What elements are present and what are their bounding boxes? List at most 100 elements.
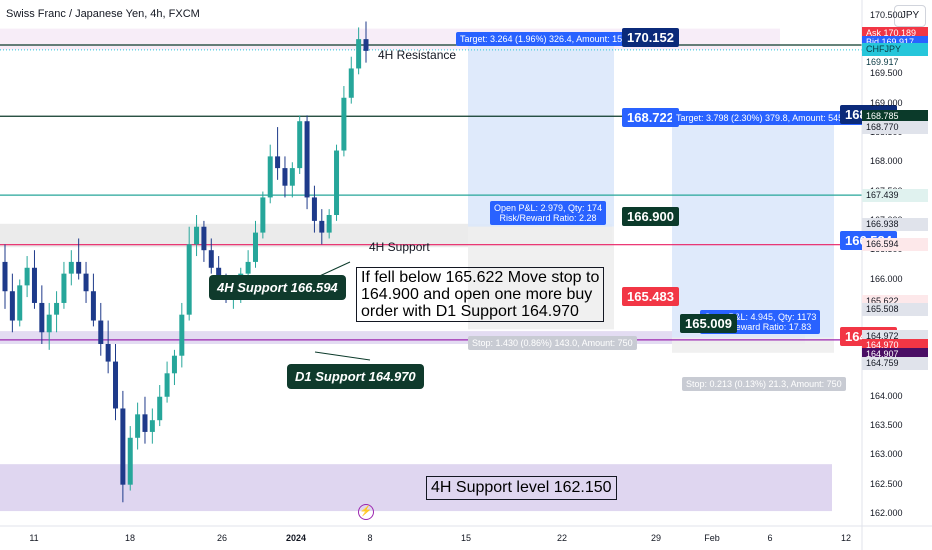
candle <box>142 396 148 444</box>
candlestick-series <box>2 21 369 503</box>
candle <box>334 144 340 221</box>
trade2-left-entry-flag[interactable]: 168.722 <box>622 108 679 127</box>
candle <box>179 302 185 368</box>
candle-body <box>17 285 23 321</box>
candle-body <box>2 261 8 292</box>
time-tick: 29 <box>650 533 662 543</box>
candle <box>105 320 111 374</box>
time-tick: Feb <box>704 533 720 543</box>
price-tag: 167.439 <box>862 188 928 202</box>
price-tick: 168.000 <box>870 156 903 167</box>
candle-body <box>179 314 185 356</box>
candle <box>31 250 37 309</box>
candle <box>9 273 15 333</box>
candle <box>164 361 170 403</box>
time-tick: 8 <box>367 533 373 543</box>
zone-3 <box>0 464 832 512</box>
candle-body <box>194 226 200 245</box>
price-tag: 168.770 <box>862 120 928 134</box>
price-tag: 166.938 <box>862 218 928 231</box>
candle-body <box>252 232 258 262</box>
candle-body <box>149 420 155 432</box>
time-tick: 2024 <box>285 533 307 543</box>
price-tick: 162.000 <box>870 508 903 518</box>
candle-body <box>186 244 192 315</box>
candle-body <box>363 39 369 51</box>
price-tick: 164.000 <box>870 390 903 401</box>
support-level-box: 4H Support level 162.150 <box>426 476 617 500</box>
trade2-target-zone <box>672 117 834 338</box>
callout-d1-support: D1 Support 164.970 <box>287 364 424 389</box>
trade2-pnl-line1: Open P&L: 4.945, Qty: 1173 <box>704 312 817 322</box>
currency-button[interactable]: JPY <box>894 5 926 27</box>
trade1-target-tip: Target: 3.264 (1.96%) 326.4, Amount: 157… <box>456 32 644 46</box>
candle <box>304 115 310 210</box>
time-tick: 22 <box>556 533 568 543</box>
time-tick: 15 <box>460 533 472 543</box>
candle <box>326 209 332 239</box>
candle <box>289 162 295 198</box>
candle <box>186 226 192 321</box>
candle-body <box>31 267 37 303</box>
price-tick: 169.500 <box>870 68 903 79</box>
candle-body <box>105 343 111 362</box>
callout-4h-support: 4H Support 166.594 <box>209 275 346 300</box>
candle <box>127 426 133 491</box>
candle-body <box>348 68 354 98</box>
candle <box>46 302 52 350</box>
time-tick: 6 <box>767 533 773 543</box>
candle <box>194 215 200 257</box>
trade1-pnl-line2: Risk/Reward Ratio: 2.28 <box>499 213 597 223</box>
candle <box>83 261 89 303</box>
candle <box>54 291 60 333</box>
candle-body <box>311 197 317 221</box>
trade2-entry2-flag[interactable]: 165.009 <box>680 314 737 333</box>
candle-body <box>90 291 96 321</box>
trade1-pnl-tip: Open P&L: 2.979, Qty: 174 Risk/Reward Ra… <box>490 201 607 225</box>
time-tick: 26 <box>216 533 228 543</box>
candle <box>311 185 317 233</box>
callout-d1-pointer <box>314 351 371 361</box>
candle <box>90 273 96 327</box>
trade1-entry-flag[interactable]: 166.900 <box>622 207 679 226</box>
note-line-2: 164.900 and open one more buy <box>361 286 593 303</box>
time-tick: 18 <box>124 533 136 543</box>
candle-body <box>216 267 222 280</box>
candle-body <box>68 261 74 274</box>
candle-body <box>54 302 60 315</box>
price-tag: CHFJPY 169.917 <box>862 43 928 67</box>
chart-title: Swiss Franc / Japanese Yen, 4h, FXCM <box>6 8 200 20</box>
candle <box>157 385 163 427</box>
candle <box>297 115 303 174</box>
candle-body <box>142 414 148 432</box>
candle <box>17 279 23 327</box>
candle-body <box>127 437 133 485</box>
lightning-icon[interactable]: ⚡ <box>358 504 374 520</box>
candle <box>319 209 325 245</box>
candle-body <box>24 267 30 286</box>
candle-body <box>208 250 214 268</box>
trade2-stop-zone <box>672 337 834 353</box>
candle <box>68 250 74 286</box>
trade1-stop-zone <box>468 226 614 330</box>
candle <box>275 127 281 180</box>
candle-body <box>289 168 295 186</box>
candle-body <box>98 320 104 344</box>
candle-body <box>164 373 170 397</box>
candle <box>98 302 104 356</box>
candle <box>208 238 214 274</box>
trade1-stop-tip: Stop: 1.430 (0.86%) 143.0, Amount: 750 <box>468 336 637 350</box>
candle <box>252 220 258 268</box>
trade1-stop-flag[interactable]: 165.483 <box>622 287 679 306</box>
candle <box>171 349 177 386</box>
candle-body <box>201 226 207 251</box>
candle-body <box>304 121 310 198</box>
zone-1 <box>0 223 612 248</box>
candle-body <box>282 168 288 186</box>
trade1-target-flag[interactable]: 170.152 <box>622 28 679 47</box>
price-tick: 169.000 <box>870 97 903 108</box>
candle <box>267 144 273 204</box>
candle <box>201 220 207 262</box>
candle-body <box>9 291 15 321</box>
